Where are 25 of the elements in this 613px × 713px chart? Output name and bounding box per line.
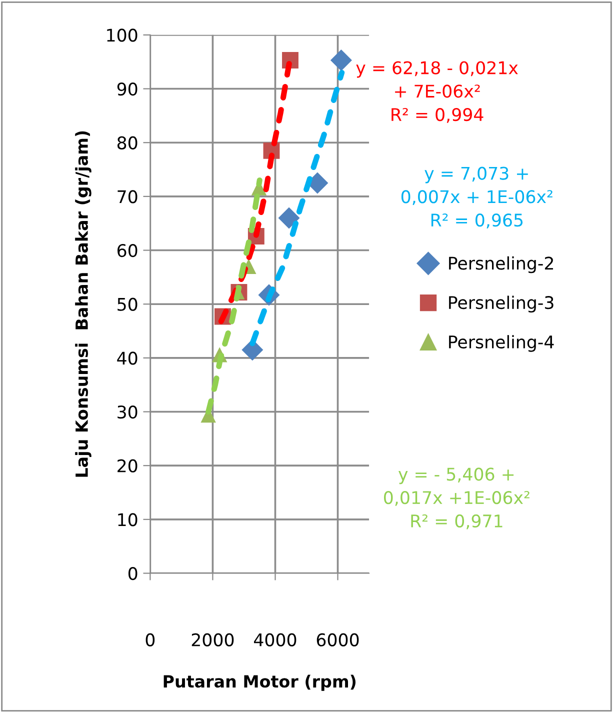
legend-label: Persneling-2 xyxy=(449,256,553,274)
x-tick-label: 4000 xyxy=(254,633,296,646)
text: y = 7,073 + 0,007x + 1E-06x² R² = 0,965 xyxy=(401,166,552,228)
legend-label: Persneling-4 xyxy=(449,335,554,352)
text: y = 62,18 - 0,021x + 7E-06x² R² = 0,994 xyxy=(356,61,518,123)
x-tick-label: 2000 xyxy=(192,633,234,646)
point xyxy=(278,207,300,229)
y-tick-label: 0 xyxy=(128,566,138,580)
y-tick-label: 40 xyxy=(117,352,138,365)
y-tick-label: 100 xyxy=(107,28,138,42)
x-tick-label: 0 xyxy=(146,633,155,646)
y-tick-label: 60 xyxy=(118,244,138,258)
text: y = - 5,406 + 0,017x +1E-06x² R² = 0,971 xyxy=(384,468,530,530)
y-tick-label: 80 xyxy=(117,136,138,150)
x-axis-title: Putaran Motor (rpm) xyxy=(164,674,356,691)
legend-label: Persneling-3 xyxy=(449,296,554,312)
y-axis-title: Laju Konsumsi Bahan Bakar (gr/jam) xyxy=(75,131,92,477)
y-tick-label: 30 xyxy=(118,405,138,419)
y-tick-label: 20 xyxy=(118,459,138,472)
y-tick-label: 10 xyxy=(118,513,138,526)
y-tick-label: 70 xyxy=(118,190,138,204)
y-tick-label: 90 xyxy=(117,82,138,96)
y-tick-label: 50 xyxy=(118,298,138,311)
point xyxy=(330,49,352,71)
x-tick-label: 6000 xyxy=(316,633,359,646)
